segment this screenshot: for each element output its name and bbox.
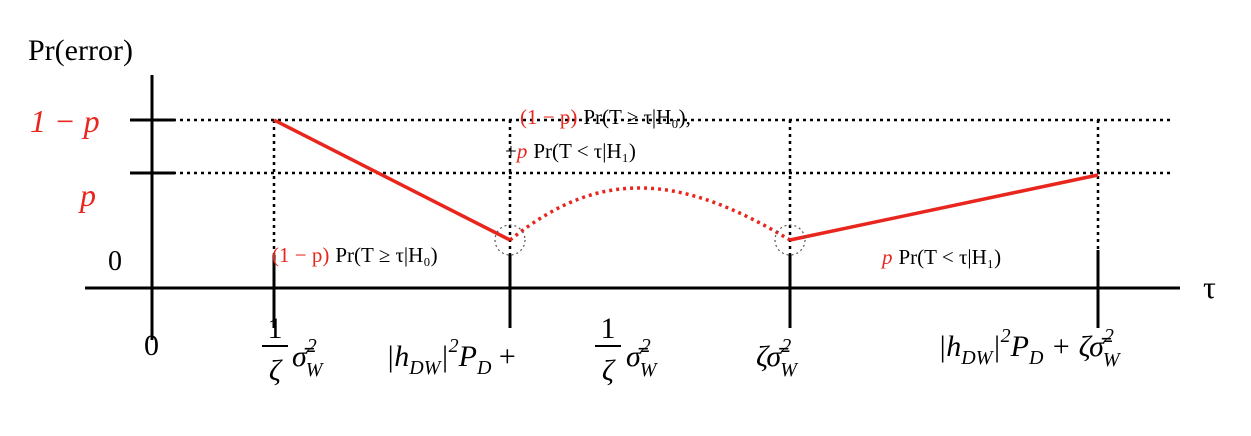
weight: p <box>515 139 528 163</box>
term: Pr(T ≥ τ|H₀), <box>583 105 691 129</box>
sub: D <box>1028 347 1044 369</box>
sup: 2 <box>307 335 317 357</box>
t: | <box>440 340 448 373</box>
term: Pr(T ≥ τ|H₀) <box>335 243 437 267</box>
annotation: +p Pr(T < τ|H₁) <box>505 139 636 163</box>
marker-circle <box>494 224 526 256</box>
sup: 2 <box>449 335 459 357</box>
plus: + <box>505 139 517 163</box>
t: |h <box>938 330 961 363</box>
denominator: ζ <box>269 354 283 387</box>
sub: W <box>780 359 799 381</box>
term: σ̄2 W <box>292 335 325 381</box>
sup: 2 <box>781 335 791 357</box>
weight: (1 − p) <box>272 243 329 267</box>
numerator: 1 <box>268 312 283 345</box>
x-origin: 0 <box>144 329 159 362</box>
x-label: ζσ̄2 W <box>756 335 799 381</box>
sub: W <box>1103 349 1122 371</box>
term: |hDW|2PD + <box>386 335 516 379</box>
term: σ̄2 W <box>626 335 659 381</box>
axes <box>85 75 1180 340</box>
sub: W <box>640 359 659 381</box>
y-label: p <box>78 177 96 213</box>
t: |h <box>386 340 409 373</box>
y-axis-title: Pr(error) <box>28 34 133 67</box>
curve-left <box>273 118 511 242</box>
annotation: (1 − p) Pr(T ≥ τ|H₀), <box>520 105 691 129</box>
curve-right <box>789 173 1099 242</box>
sub: D <box>476 357 492 379</box>
sub: DW <box>960 347 994 369</box>
y-label: 1 − p <box>30 103 100 139</box>
term: Pr(T < τ|H₁) <box>899 245 1002 269</box>
t: P <box>458 340 477 373</box>
x-label: |hDW|2PD + 1 ζ σ̄2 W <box>386 312 659 387</box>
error-curve <box>273 118 1099 242</box>
t: + ζσ̄ <box>1043 330 1111 363</box>
t: + <box>491 340 515 373</box>
weight: (1 − p) <box>520 105 577 129</box>
sup: 2 <box>641 335 651 357</box>
term: Pr(T < τ|H₁) <box>533 139 636 163</box>
sup: 2 <box>1001 325 1011 347</box>
x-label: |hDW|2PD + ζσ̄2 W <box>938 325 1122 371</box>
x-label: 1 ζ σ̄2 W <box>262 312 325 387</box>
numerator: 1 <box>601 312 616 345</box>
denominator: ζ <box>602 354 616 387</box>
y-label: 0 <box>108 246 122 277</box>
marker-circle <box>774 224 806 256</box>
curve-middle <box>508 186 791 242</box>
sup: 2 <box>1104 325 1114 347</box>
sub: W <box>306 359 325 381</box>
x-axis-symbol: τ <box>1203 269 1216 305</box>
sub: DW <box>408 357 442 379</box>
weight: p <box>880 245 893 269</box>
annotation: (1 − p) Pr(T ≥ τ|H₀) <box>272 243 438 267</box>
t: | <box>992 330 1000 363</box>
annotation: p Pr(T < τ|H₁) <box>880 245 1001 269</box>
t: P <box>1010 330 1029 363</box>
